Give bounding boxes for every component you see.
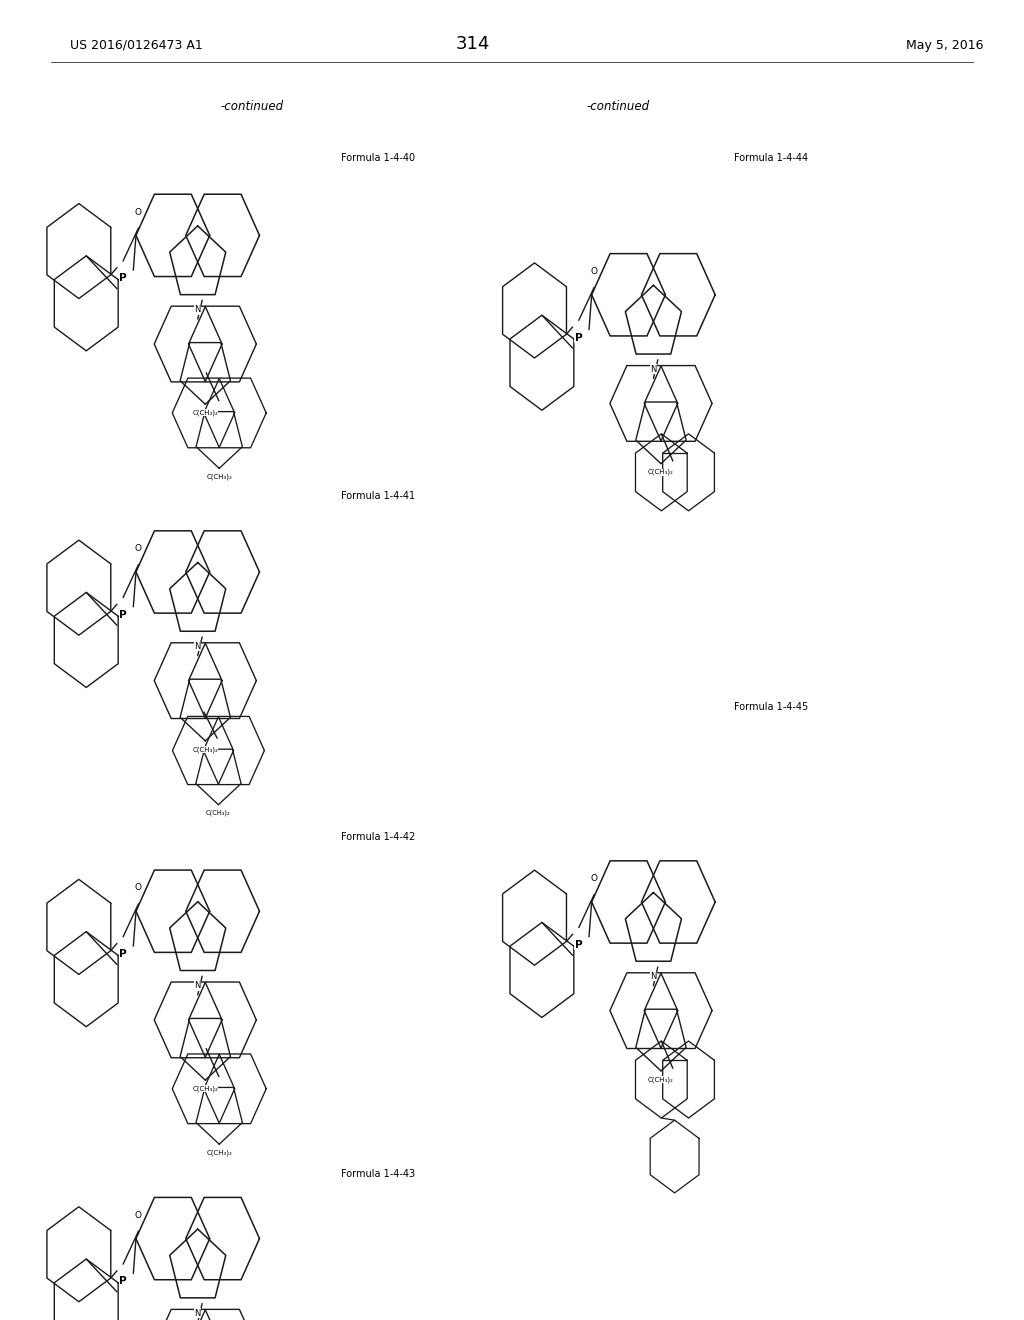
Text: O: O bbox=[135, 207, 142, 216]
Text: O: O bbox=[135, 1210, 142, 1220]
Text: Formula 1-4-40: Formula 1-4-40 bbox=[341, 153, 415, 164]
Text: P: P bbox=[119, 1276, 127, 1287]
Text: C(CH₃)₂: C(CH₃)₂ bbox=[193, 409, 218, 416]
Text: C(CH₃)₂: C(CH₃)₂ bbox=[206, 809, 230, 816]
Text: N: N bbox=[650, 972, 656, 981]
Text: C(CH₃)₂: C(CH₃)₂ bbox=[206, 1148, 232, 1155]
Text: -continued: -continued bbox=[587, 99, 650, 112]
Text: P: P bbox=[119, 610, 127, 620]
Text: C(CH₃)₂: C(CH₃)₂ bbox=[648, 1076, 674, 1082]
Text: Formula 1-4-45: Formula 1-4-45 bbox=[734, 702, 809, 713]
Text: P: P bbox=[119, 273, 127, 284]
Text: O: O bbox=[591, 267, 598, 276]
Text: O: O bbox=[135, 544, 142, 553]
Text: C(CH₃)₂: C(CH₃)₂ bbox=[193, 746, 218, 752]
Text: N: N bbox=[650, 364, 656, 374]
Text: N: N bbox=[195, 305, 201, 314]
Text: Formula 1-4-41: Formula 1-4-41 bbox=[341, 491, 415, 502]
Text: O: O bbox=[591, 874, 598, 883]
Text: Formula 1-4-43: Formula 1-4-43 bbox=[341, 1170, 415, 1180]
Text: P: P bbox=[574, 940, 583, 950]
Text: N: N bbox=[195, 1308, 201, 1317]
Text: May 5, 2016: May 5, 2016 bbox=[906, 38, 984, 51]
Text: N: N bbox=[195, 642, 201, 651]
Text: C(CH₃)₂: C(CH₃)₂ bbox=[193, 1085, 218, 1092]
Text: US 2016/0126473 A1: US 2016/0126473 A1 bbox=[70, 38, 203, 51]
Text: Formula 1-4-42: Formula 1-4-42 bbox=[341, 832, 416, 842]
Text: Formula 1-4-44: Formula 1-4-44 bbox=[734, 153, 808, 164]
Text: C(CH₃)₂: C(CH₃)₂ bbox=[648, 469, 674, 475]
Text: P: P bbox=[574, 333, 583, 343]
Text: 314: 314 bbox=[456, 34, 490, 53]
Text: P: P bbox=[119, 949, 127, 960]
Text: O: O bbox=[135, 883, 142, 892]
Text: -continued: -continued bbox=[220, 99, 284, 112]
Text: N: N bbox=[195, 981, 201, 990]
Text: C(CH₃)₂: C(CH₃)₂ bbox=[206, 473, 232, 479]
